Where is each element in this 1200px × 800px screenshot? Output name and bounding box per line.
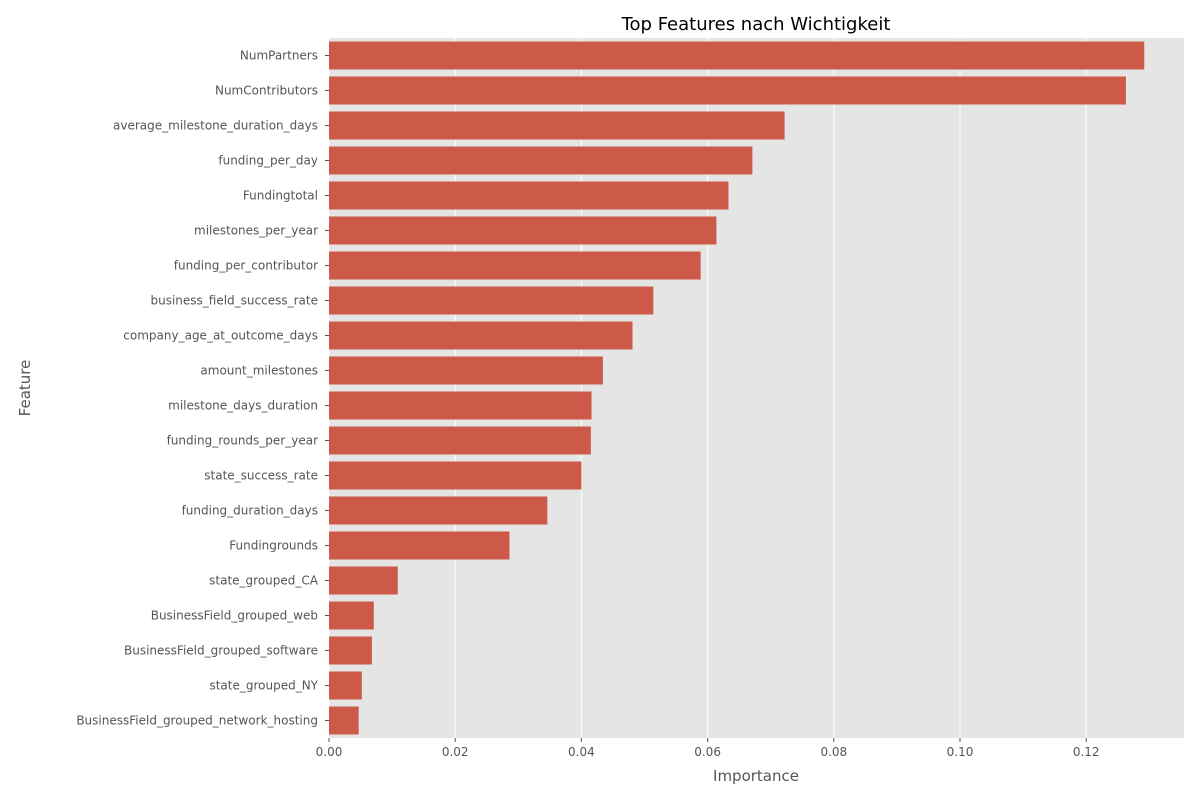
- y-tick-label: Fundingtotal: [243, 189, 318, 203]
- y-tick-label: business_field_success_rate: [150, 294, 318, 308]
- y-tick-labels: NumPartners NumContributors average_milest…: [76, 49, 329, 728]
- y-tick-label: state_grouped_CA: [209, 574, 319, 588]
- y-tick-label: NumContributors: [215, 84, 318, 98]
- y-tick-label: BusinessField_grouped_web: [151, 609, 318, 623]
- y-tick-label: state_success_rate: [204, 469, 318, 483]
- y-tick-label: BusinessField_grouped_software: [124, 644, 318, 658]
- y-tick-label: funding_duration_days: [182, 504, 318, 518]
- x-tick-labels: 0.00 0.02 0.04 0.06 0.08 0.10 0.12: [316, 738, 1100, 759]
- bar-milestone_days_duration: [329, 391, 592, 420]
- y-tick-label: milestones_per_year: [194, 224, 318, 238]
- bar-state_grouped_NY: [329, 671, 362, 700]
- x-tick-label: 0.04: [568, 745, 595, 759]
- x-tick-label: 0.12: [1073, 745, 1100, 759]
- chart-title: Top Features nach Wichtigkeit: [621, 14, 891, 35]
- y-tick-label: NumPartners: [240, 49, 318, 63]
- x-tick-label: 0.08: [820, 745, 847, 759]
- y-tick-label: funding_rounds_per_year: [167, 434, 318, 448]
- bar-BusinessField_grouped_software: [329, 636, 372, 665]
- bar-funding_duration_days: [329, 496, 548, 525]
- bar-Fundingtotal: [329, 181, 729, 210]
- bar-average_milestone_duration_days: [329, 111, 785, 140]
- bar-NumPartners: [329, 41, 1145, 70]
- bar-funding_rounds_per_year: [329, 426, 591, 455]
- y-tick-label: state_grouped_NY: [209, 679, 318, 693]
- bar-state_success_rate: [329, 461, 582, 490]
- x-tick-label: 0.02: [442, 745, 469, 759]
- y-tick-label: milestone_days_duration: [168, 399, 318, 413]
- y-tick-label: Fundingrounds: [229, 539, 318, 553]
- bar-NumContributors: [329, 76, 1126, 105]
- x-tick-label: 0.06: [694, 745, 721, 759]
- y-tick-label: funding_per_day: [218, 154, 318, 168]
- y-tick-label: amount_milestones: [200, 364, 318, 378]
- bar-state_grouped_CA: [329, 566, 398, 595]
- bar-company_age_at_outcome_days: [329, 321, 633, 350]
- bar-funding_per_contributor: [329, 251, 701, 280]
- bar-milestones_per_year: [329, 216, 717, 245]
- bar-funding_per_day: [329, 146, 753, 175]
- y-tick-label: funding_per_contributor: [174, 259, 318, 273]
- plot-background: [329, 38, 1184, 738]
- bars: [329, 41, 1145, 735]
- bar-BusinessField_grouped_network_hosting: [329, 706, 359, 735]
- x-tick-label: 0.10: [947, 745, 974, 759]
- bar-Fundingrounds: [329, 531, 510, 560]
- y-tick-label: average_milestone_duration_days: [113, 119, 318, 133]
- bar-amount_milestones: [329, 356, 603, 385]
- bar-business_field_success_rate: [329, 286, 654, 315]
- x-axis-label: Importance: [713, 767, 799, 785]
- y-tick-label: BusinessField_grouped_network_hosting: [76, 714, 318, 728]
- bar-BusinessField_grouped_web: [329, 601, 374, 630]
- x-tick-label: 0.00: [316, 745, 343, 759]
- y-tick-label: company_age_at_outcome_days: [123, 329, 318, 343]
- y-axis-label: Feature: [16, 360, 34, 417]
